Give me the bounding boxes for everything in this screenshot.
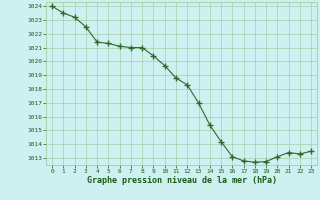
X-axis label: Graphe pression niveau de la mer (hPa): Graphe pression niveau de la mer (hPa) [87, 176, 276, 185]
